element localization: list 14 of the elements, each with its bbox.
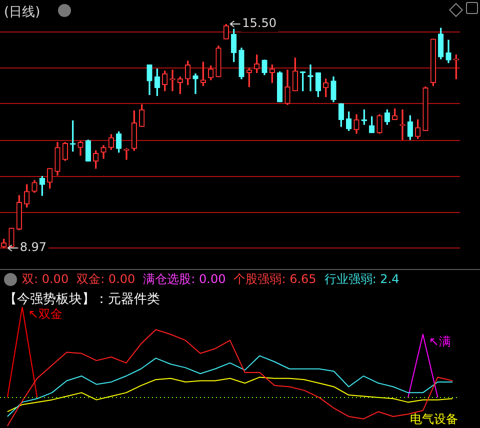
text: 双: 0.00	[22, 272, 69, 286]
annotation: 电气设备	[410, 412, 458, 426]
series-label: ↖双金	[28, 307, 62, 322]
chart-title: (日线)	[4, 4, 40, 21]
text: 满仓选股: 0.00	[143, 272, 226, 286]
chart-title: 【今强势板块】：元器件类	[4, 291, 160, 308]
candlestick	[192, 73, 198, 94]
text: 行业强弱: 2.4	[324, 272, 400, 286]
text: 双金: 0.00	[76, 272, 136, 286]
series-label: ↖满	[428, 334, 451, 348]
annotation: 8.97	[20, 240, 47, 254]
annotation: 15.50	[242, 16, 277, 30]
text: 个股强弱: 6.65	[234, 272, 316, 286]
candlestick	[400, 109, 406, 140]
